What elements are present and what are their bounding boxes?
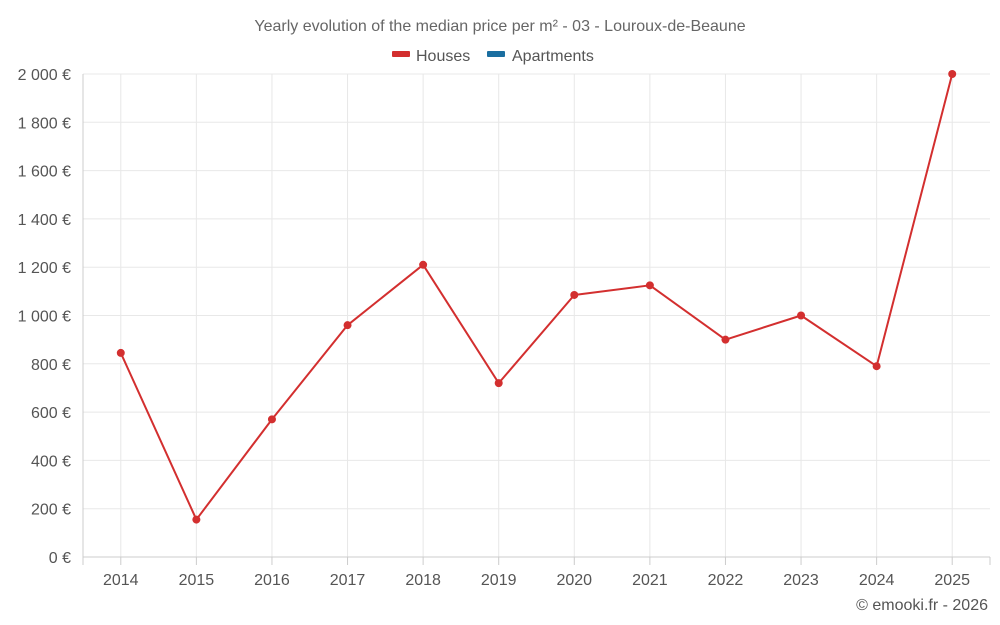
data-point-houses-2022[interactable] (721, 335, 730, 344)
y-tick-label: 1 200 € (18, 260, 71, 277)
y-tick-label: 800 € (31, 357, 71, 374)
data-point-houses-2015[interactable] (192, 515, 201, 524)
x-axis-ticks: 2014 2015 2016 2017 2018 2019 2020 2021 2022 2023… (103, 572, 970, 589)
legend-swatch-houses (392, 51, 410, 57)
legend: Houses Apartments (392, 48, 594, 65)
x-tick-label: 2024 (859, 572, 895, 589)
data-point-houses-2014[interactable] (116, 348, 125, 357)
legend-item-houses[interactable]: Houses (392, 48, 470, 65)
y-tick-label: 1 400 € (18, 212, 71, 229)
data-point-houses-2018[interactable] (419, 260, 428, 269)
y-tick-label: 1 800 € (18, 115, 71, 132)
x-tick-label: 2021 (632, 572, 668, 589)
x-tick-label: 2022 (708, 572, 744, 589)
series-line-houses (119, 73, 954, 521)
legend-label-houses: Houses (416, 48, 470, 65)
y-axis-ticks: 0 € 200 € 400 € 600 € 800 € 1 000 € 1 200 € 1 4… (18, 67, 71, 567)
x-tick-label: 2017 (330, 572, 366, 589)
data-point-houses-2019[interactable] (494, 379, 503, 388)
y-tick-label: 0 € (49, 550, 71, 567)
data-point-houses-2021[interactable] (645, 281, 654, 290)
legend-label-apartments: Apartments (512, 48, 594, 65)
legend-swatch-apartments (487, 51, 505, 57)
y-tick-label: 1 000 € (18, 309, 71, 326)
y-tick-label: 600 € (31, 405, 71, 422)
x-tick-label: 2023 (783, 572, 819, 589)
series-houses (116, 70, 957, 524)
x-tick-label: 2020 (556, 572, 592, 589)
x-tick-label: 2018 (405, 572, 441, 589)
legend-item-apartments[interactable]: Apartments (487, 48, 594, 65)
credit: © emooki.fr - 2026 (856, 597, 988, 614)
data-point-houses-2025[interactable] (948, 70, 957, 78)
data-point-houses-2023[interactable] (797, 311, 806, 320)
x-tick-label: 2015 (179, 572, 215, 589)
y-tick-label: 2 000 € (18, 67, 71, 84)
data-point-houses-2024[interactable] (872, 362, 881, 371)
x-tick-label: 2016 (254, 572, 290, 589)
y-tick-label: 200 € (31, 502, 71, 519)
x-tick-label: 2014 (103, 572, 139, 589)
chart-title: Yearly evolution of the median price per… (254, 18, 745, 35)
axes (82, 74, 991, 565)
data-point-houses-2020[interactable] (570, 290, 579, 299)
data-point-houses-2016[interactable] (267, 415, 276, 424)
x-tick-label: 2025 (934, 572, 970, 589)
y-tick-label: 1 600 € (18, 164, 71, 181)
y-tick-label: 400 € (31, 453, 71, 470)
data-point-houses-2017[interactable] (343, 321, 352, 330)
grid (83, 73, 990, 557)
x-tick-label: 2019 (481, 572, 517, 589)
